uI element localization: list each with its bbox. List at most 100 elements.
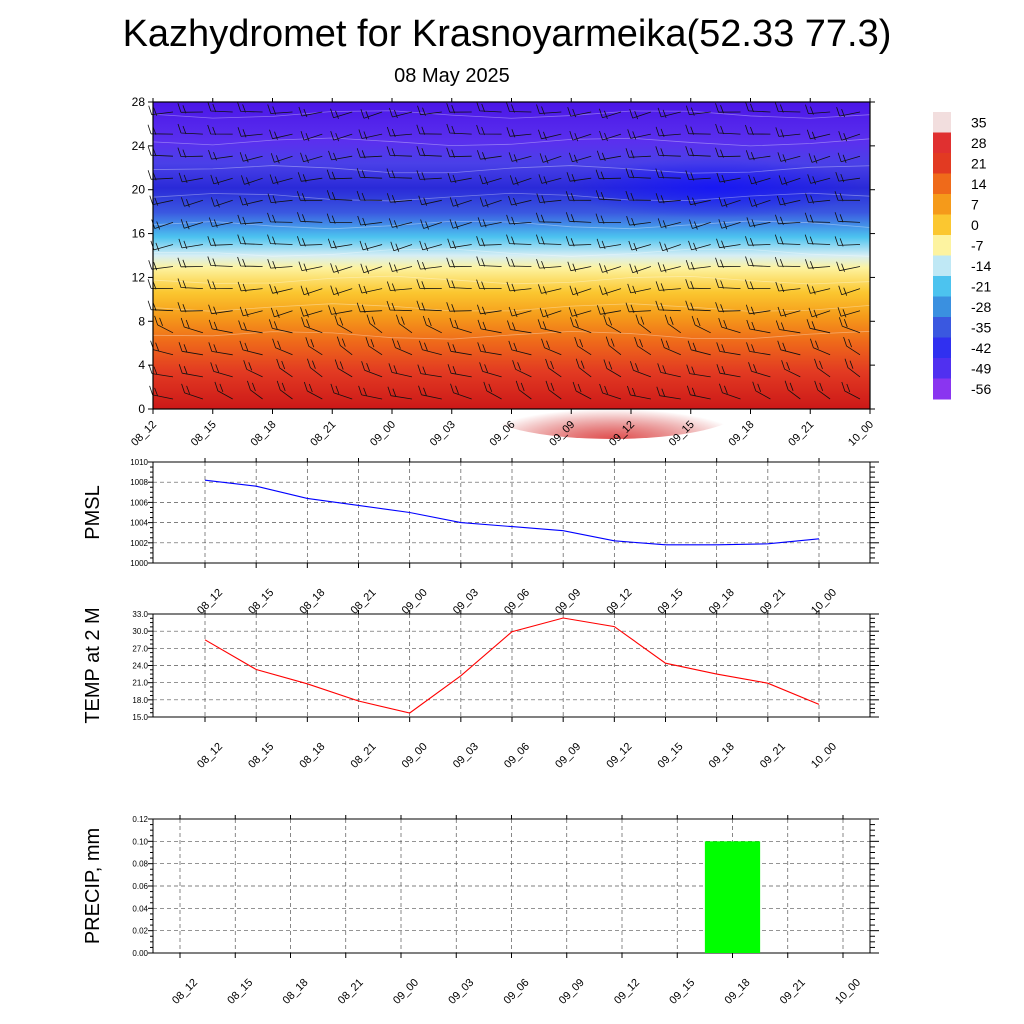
wind-barb xyxy=(268,319,293,334)
wind-barb xyxy=(777,340,801,356)
xtick-label: 08_21 xyxy=(349,741,379,771)
wind-barb xyxy=(691,315,711,334)
wind-barb xyxy=(239,195,263,207)
wind-barb xyxy=(628,240,652,252)
wind-barb xyxy=(269,174,293,185)
wind-barb xyxy=(655,281,681,292)
colorbar-label: 28 xyxy=(971,135,987,151)
wind-barb xyxy=(446,147,472,158)
ytick-label: 0.04 xyxy=(132,904,148,913)
xtick-label: 09_00 xyxy=(391,977,421,1007)
wind-barb xyxy=(326,169,353,180)
ylabel: PMSL xyxy=(82,485,104,539)
wind-barb xyxy=(447,364,472,378)
wind-barb xyxy=(509,175,532,186)
wind-barb xyxy=(386,168,413,179)
wind-barb xyxy=(685,279,711,290)
colorbar-label: -28 xyxy=(971,299,991,315)
wind-barb xyxy=(634,336,652,356)
wind-barb xyxy=(656,386,681,400)
wind-barb xyxy=(446,103,472,114)
wind-barb xyxy=(625,148,651,159)
wind-barb xyxy=(507,320,532,334)
wind-barb xyxy=(838,317,861,334)
wind-barb xyxy=(545,358,562,378)
wind-barb xyxy=(479,197,502,208)
wind-barb xyxy=(718,317,741,334)
heatmap-ytick-label: 4 xyxy=(138,358,145,372)
wind-barb xyxy=(237,102,263,113)
wind-barb xyxy=(330,263,353,274)
heatmap-xtick-label: 08_12 xyxy=(129,419,159,449)
wind-barb xyxy=(804,234,831,245)
wind-barb xyxy=(148,364,174,378)
colorbar-label: -7 xyxy=(971,237,984,253)
wind-barb xyxy=(334,359,353,378)
wind-barb xyxy=(148,260,174,271)
wind-barb xyxy=(178,342,203,356)
wind-barb xyxy=(508,306,532,318)
wind-barb xyxy=(149,385,174,400)
ytick-label: 18.0 xyxy=(132,696,148,705)
ytick-label: 24.0 xyxy=(132,662,148,671)
wind-barb xyxy=(300,130,323,142)
heatmap-ytick-label: 8 xyxy=(138,314,145,328)
wind-barb xyxy=(477,304,502,315)
wind-barb xyxy=(715,257,741,268)
wind-barb xyxy=(781,360,801,378)
wind-barb xyxy=(298,261,323,272)
wind-barb xyxy=(149,195,174,206)
wind-barb xyxy=(575,358,592,378)
wind-barb xyxy=(539,307,562,319)
ytick-label: 0.06 xyxy=(132,882,148,891)
wind-barb xyxy=(778,175,801,186)
xtick-label: 09_06 xyxy=(502,587,532,617)
wind-barb xyxy=(450,383,472,400)
xtick-label: 08_15 xyxy=(225,977,255,1007)
wind-barb xyxy=(537,319,562,334)
wind-barb xyxy=(568,152,592,163)
wind-barb xyxy=(686,385,711,400)
wind-barb xyxy=(476,236,502,247)
colorbar-swatch xyxy=(933,358,951,379)
wind-barb xyxy=(603,315,622,334)
wind-barb xyxy=(386,146,413,157)
wind-barb xyxy=(477,150,502,161)
colorbar-swatch xyxy=(933,235,951,256)
wind-barb xyxy=(572,381,592,400)
wind-barb xyxy=(595,213,622,224)
wind-barb xyxy=(207,236,233,247)
wind-barb xyxy=(629,108,652,120)
wind-barb xyxy=(418,385,442,400)
wind-barb xyxy=(208,304,233,315)
wind-barb xyxy=(635,314,652,334)
heatmap-xtick-label: 10_00 xyxy=(846,419,876,449)
wind-barb xyxy=(655,146,681,157)
xtick-label: 09_18 xyxy=(707,587,737,617)
wind-barb xyxy=(512,360,532,378)
ytick-label: 1002 xyxy=(130,539,148,548)
wind-barb xyxy=(835,171,861,183)
wind-barb xyxy=(843,336,861,356)
wind-barb xyxy=(419,340,442,356)
wind-barb xyxy=(599,108,622,119)
wind-barb xyxy=(627,283,651,295)
wind-barb xyxy=(307,358,323,378)
ytick-label: 1008 xyxy=(130,478,148,487)
wind-barb xyxy=(446,123,472,135)
wind-barb xyxy=(834,212,861,223)
wind-barb xyxy=(214,381,233,400)
wind-barb xyxy=(207,124,233,136)
wind-barb xyxy=(177,278,203,289)
colorbar-swatch xyxy=(933,153,951,174)
xtick-label: 09_15 xyxy=(667,977,697,1007)
wind-barb xyxy=(536,193,562,204)
ytick-label: 33.0 xyxy=(132,610,148,619)
wind-barb xyxy=(180,219,204,230)
wind-barb xyxy=(300,285,323,296)
wind-barb xyxy=(508,152,532,163)
wind-barb xyxy=(596,238,622,250)
wind-barb xyxy=(836,106,861,118)
wind-barb xyxy=(838,285,861,296)
wind-barb xyxy=(358,283,383,295)
